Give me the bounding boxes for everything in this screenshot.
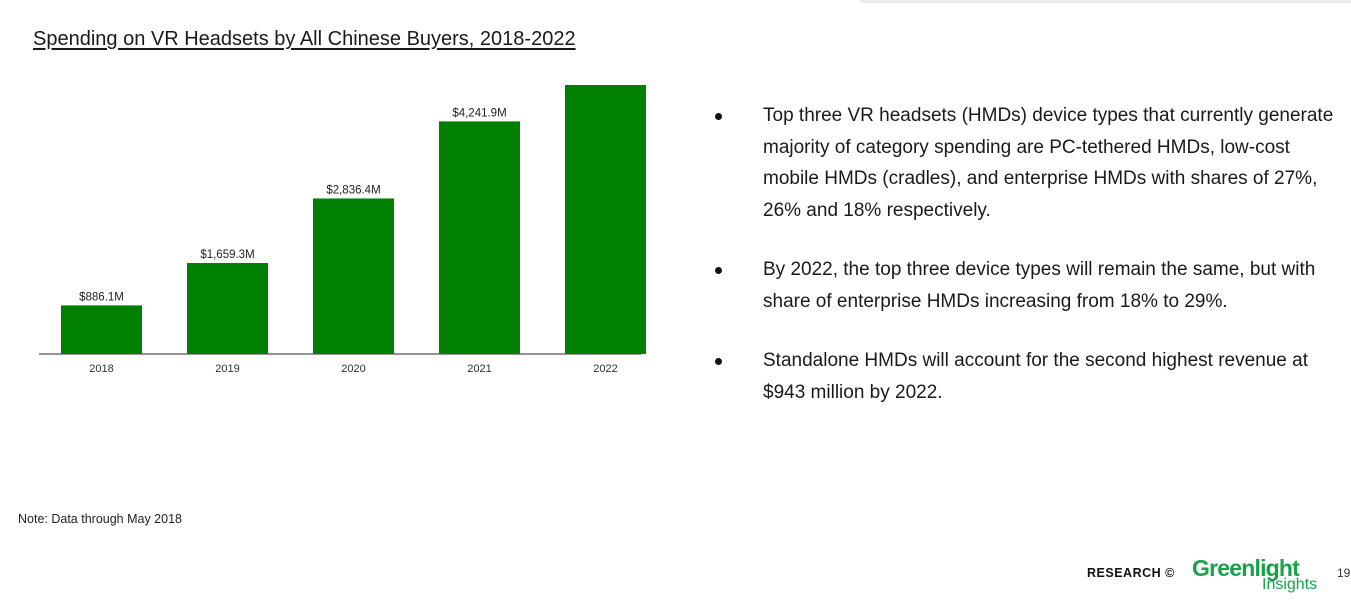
bar-2021 <box>439 121 520 354</box>
x-tick-label-2021: 2021 <box>467 363 491 375</box>
x-tick-label-2018: 2018 <box>89 363 113 375</box>
bullet-dot-icon <box>715 267 722 274</box>
bullet-item: Standalone HMDs will account for the sec… <box>715 345 1335 408</box>
footer-branding: RESEARCH © Greenlight Insights 19 <box>1087 555 1351 600</box>
bar-2018 <box>61 305 142 354</box>
chart-title: Spending on VR Headsets by All Chinese B… <box>33 28 576 50</box>
x-tick-label-2020: 2020 <box>341 363 365 375</box>
bullet-text: Top three VR headsets (HMDs) device type… <box>763 105 1334 221</box>
data-label-2019: $1,659.3M <box>200 249 254 261</box>
bullet-text: Standalone HMDs will account for the sec… <box>763 350 1308 403</box>
greenlight-logo-sub: Insights <box>1262 576 1318 593</box>
bullet-text: By 2022, the top three device types will… <box>763 259 1316 312</box>
data-label-2021: $4,241.9M <box>452 107 506 119</box>
bullet-item: By 2022, the top three device types will… <box>715 254 1335 317</box>
page-number: 19 <box>1337 566 1351 580</box>
bar-2019 <box>187 263 268 354</box>
bar-2022 <box>565 85 646 355</box>
top-divider <box>860 0 1351 3</box>
bullet-list: Top three VR headsets (HMDs) device type… <box>715 100 1335 408</box>
bullet-item: Top three VR headsets (HMDs) device type… <box>715 100 1335 226</box>
bullet-dot-icon <box>715 113 722 120</box>
bar-chart: $886.1M 2018 $1,659.3M 2019 $2,836.4M 2020 $4,… <box>39 85 646 375</box>
bullet-dot-icon <box>715 358 722 365</box>
chart-note: Note: Data through May 2018 <box>18 512 182 526</box>
data-label-2020: $2,836.4M <box>326 184 380 196</box>
research-label: RESEARCH © <box>1087 566 1175 580</box>
data-label-2018: $886.1M <box>79 291 124 303</box>
x-tick-label-2019: 2019 <box>215 363 239 375</box>
bar-2020 <box>313 198 394 354</box>
x-tick-label-2022: 2022 <box>593 363 617 375</box>
greenlight-logo: Greenlight <box>1192 555 1300 581</box>
